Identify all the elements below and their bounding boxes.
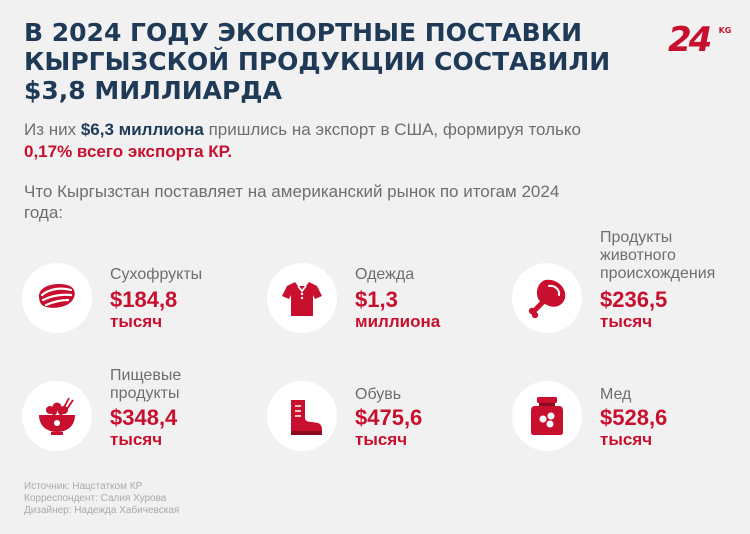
intro-text: Из них $6,3 миллиона пришлись на экспорт…	[24, 119, 584, 163]
item-amount: $348,4	[110, 405, 178, 430]
intro-amount: $6,3 миллиона	[80, 120, 204, 139]
logo: 24 KG	[668, 20, 732, 60]
item-label: Продукты животного происхождения	[600, 229, 716, 282]
item-unit: тысяч	[600, 430, 653, 449]
credit-source: Источник: Нацстатком КР	[24, 481, 143, 492]
item-unit: тысяч	[110, 430, 163, 449]
boot-icon	[267, 381, 337, 451]
item-unit: тысяч	[600, 312, 653, 331]
item-value: $528,6 тысяч	[600, 405, 667, 450]
item-label: Обувь	[355, 386, 402, 403]
item-amount: $236,5	[600, 287, 668, 312]
item-unit: тысяч	[110, 312, 163, 331]
item-unit: миллиона	[355, 312, 441, 331]
section-question: Что Кыргызстан поставляет на американски…	[24, 182, 560, 222]
item-unit: тысяч	[355, 430, 408, 449]
honey-jar-icon	[512, 381, 582, 451]
dried-fruit-icon	[22, 263, 92, 333]
item-value: $475,6 тысяч	[355, 405, 422, 450]
item-amount: $475,6	[355, 405, 423, 430]
item-amount: $528,6	[600, 405, 668, 430]
intro-part-2: пришлись на экспорт в США, формируя толь…	[203, 120, 581, 139]
item-value: $1,3 миллиона	[355, 287, 440, 332]
item-label: Одежда	[355, 266, 415, 283]
item-label: Мед	[600, 386, 632, 403]
item-amount: $1,3	[355, 287, 398, 312]
credits: Источник: Нацстатком КР Корреспондент: С…	[24, 481, 324, 517]
credit-correspondent: Корреспондент: Салия Хурова	[24, 493, 167, 504]
credit-designer: Дизайнер: Надежда Хабичевская	[24, 505, 180, 516]
logo-number: 24	[668, 20, 712, 60]
shirt-icon	[267, 263, 337, 333]
item-value: $348,4 тысяч	[110, 405, 177, 450]
page-title: В 2024 ГОДУ ЭКСПОРТНЫЕ ПОСТАВКИ КЫРГЫЗСК…	[24, 18, 611, 105]
intro-part-1: Из них	[24, 120, 81, 139]
item-amount: $184,8	[110, 287, 178, 312]
meat-leg-icon	[512, 263, 582, 333]
logo-suffix: KG	[718, 26, 732, 35]
item-label: Сухофрукты	[110, 266, 203, 283]
food-bowl-icon	[22, 381, 92, 451]
item-value: $236,5 тысяч	[600, 287, 667, 332]
intro-share: 0,17% всего экспорта КР.	[24, 142, 233, 161]
item-label: Пищевые продукты	[110, 367, 182, 402]
item-value: $184,8 тысяч	[110, 287, 177, 332]
